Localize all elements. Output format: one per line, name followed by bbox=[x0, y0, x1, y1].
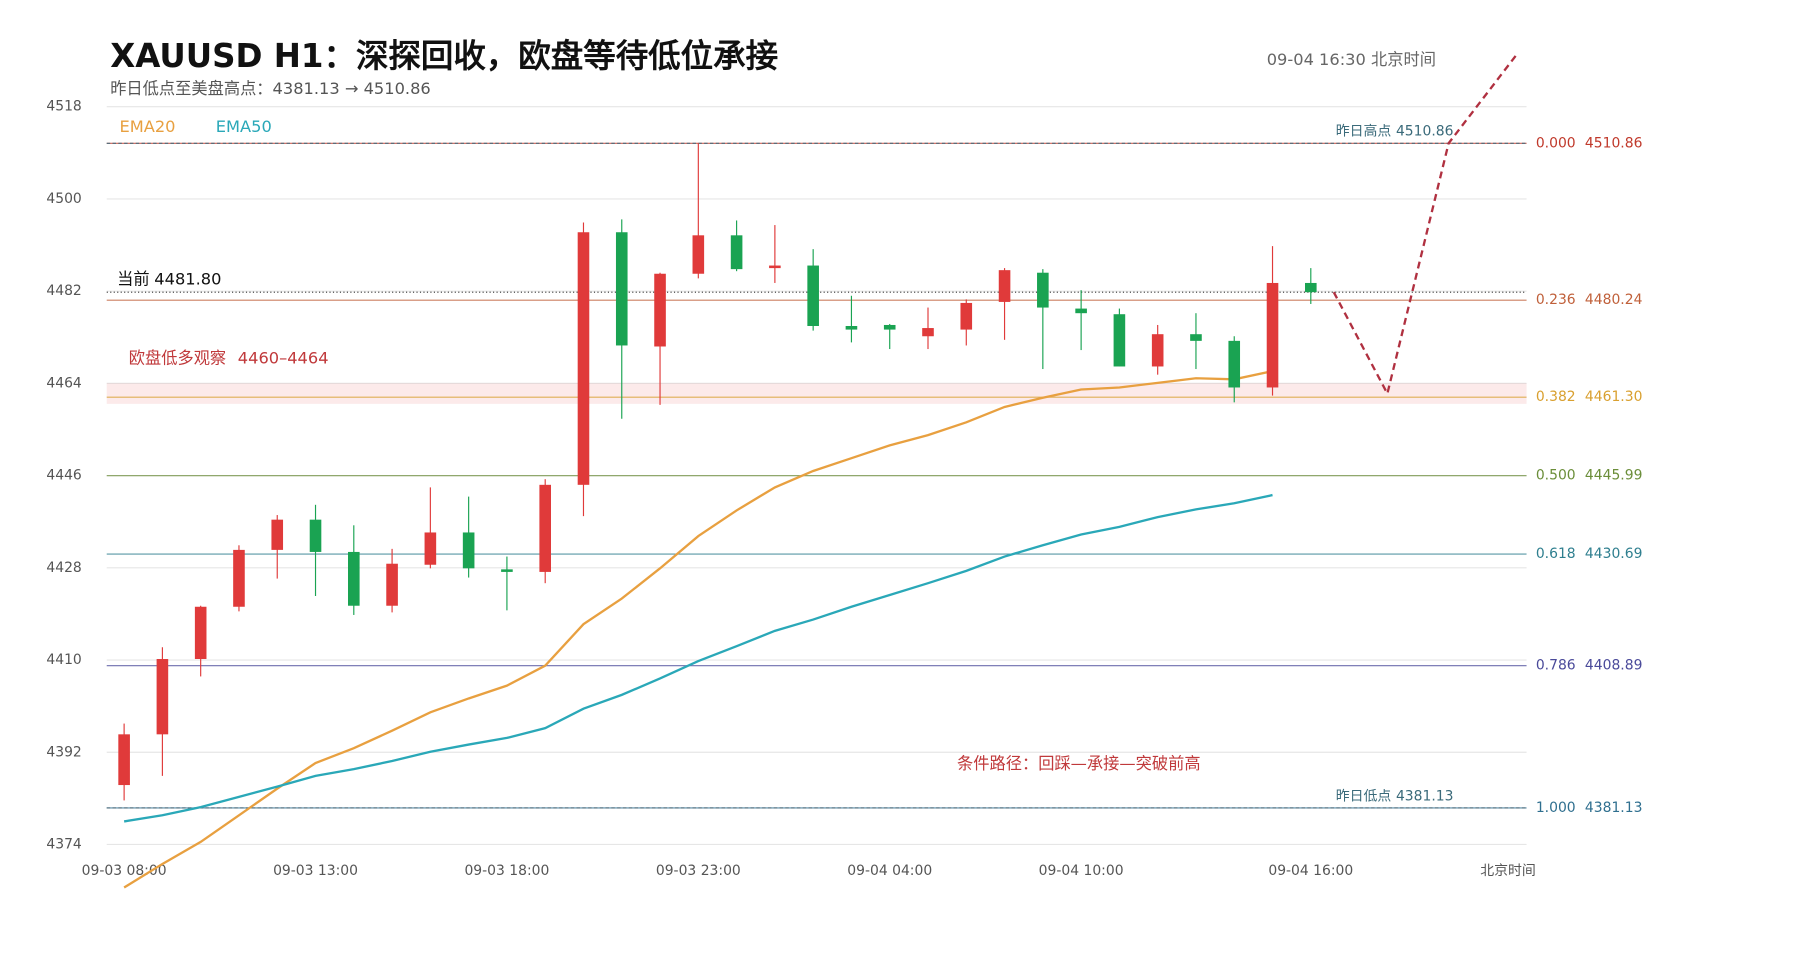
zone-range: 4460–4464 bbox=[238, 348, 329, 367]
candle-body bbox=[348, 551, 360, 606]
current-value: 4481.80 bbox=[154, 269, 221, 288]
fib-ratio: 0.382 bbox=[1536, 389, 1576, 405]
fib-label: 0.786 4408.89 bbox=[1536, 658, 1643, 674]
candle-body bbox=[1266, 282, 1279, 388]
fib-ratio: 0.236 bbox=[1536, 292, 1576, 308]
key-level-name: 昨日高点 bbox=[1336, 123, 1392, 140]
candle-body bbox=[577, 232, 590, 485]
candle-body bbox=[271, 519, 284, 550]
candle-body bbox=[654, 273, 666, 347]
key-level-label: 昨日低点 4381.13 bbox=[1336, 788, 1454, 804]
projection-path bbox=[1332, 52, 1519, 397]
fib-ratio: 1.000 bbox=[1536, 800, 1576, 816]
fib-label: 0.000 4510.86 bbox=[1536, 135, 1643, 151]
ema-line bbox=[123, 493, 1273, 823]
candle-body bbox=[845, 325, 858, 330]
zone-name: 欧盘低多观察 bbox=[129, 348, 226, 367]
candle-body bbox=[1228, 340, 1241, 388]
candle-body bbox=[998, 270, 1011, 302]
x-tick-label: 09-04 04:00 bbox=[847, 863, 932, 879]
current-name: 当前 bbox=[117, 269, 149, 288]
candle-body bbox=[1151, 334, 1164, 367]
candle-body bbox=[462, 532, 475, 569]
fib-price: 4430.69 bbox=[1585, 546, 1643, 562]
ema-line bbox=[123, 369, 1273, 889]
fib-price: 4408.89 bbox=[1585, 658, 1643, 674]
x-tick-label: 09-03 18:00 bbox=[464, 863, 549, 879]
fib-ratio: 0.786 bbox=[1536, 658, 1576, 674]
fib-ratio: 0.500 bbox=[1536, 468, 1576, 484]
x-tick-label: 09-03 13:00 bbox=[273, 863, 358, 879]
zone-label: 欧盘低多观察 4460–4464 bbox=[129, 348, 329, 367]
fib-label: 0.500 4445.99 bbox=[1536, 468, 1643, 484]
x-tick-label: 09-04 16:00 bbox=[1268, 863, 1353, 879]
candle-body bbox=[615, 232, 628, 346]
legend-label: EMA20 bbox=[119, 117, 175, 136]
timestamp: 09-04 16:30 北京时间 bbox=[1267, 50, 1436, 69]
candle-body bbox=[730, 235, 743, 270]
y-tick-label: 4482 bbox=[46, 283, 81, 299]
y-tick-label: 4374 bbox=[46, 836, 82, 852]
x-tick-label: 09-03 23:00 bbox=[656, 863, 741, 879]
fib-ratio: 0.618 bbox=[1536, 546, 1576, 562]
fib-price: 4480.24 bbox=[1585, 292, 1643, 308]
fib-price: 4461.30 bbox=[1585, 389, 1643, 405]
key-level-value: 4381.13 bbox=[1396, 788, 1454, 804]
y-tick-label: 4464 bbox=[46, 375, 82, 391]
y-tick-label: 4518 bbox=[46, 99, 81, 115]
x-axis-label: 北京时间 bbox=[1480, 863, 1536, 879]
candle-body bbox=[118, 734, 130, 786]
candle-body bbox=[501, 569, 513, 572]
candle-body bbox=[156, 659, 169, 735]
key-level-label: 昨日高点 4510.86 bbox=[1336, 123, 1454, 140]
candle-body bbox=[309, 519, 322, 552]
x-tick-label: 09-03 08:00 bbox=[82, 863, 167, 879]
y-tick-label: 4392 bbox=[46, 744, 81, 760]
chart-subtitle: 昨日低点至美盘高点：4381.13 → 4510.86 bbox=[110, 79, 431, 98]
candle-body bbox=[1037, 272, 1049, 308]
candle-body bbox=[807, 265, 819, 326]
fib-label: 0.618 4430.69 bbox=[1536, 546, 1643, 562]
current-label: 当前 4481.80 bbox=[117, 269, 221, 288]
key-level-value: 4510.86 bbox=[1396, 124, 1454, 140]
candle-body bbox=[424, 532, 437, 565]
candle-body bbox=[1113, 314, 1126, 367]
candle-body bbox=[233, 549, 245, 607]
candle-body bbox=[1075, 308, 1087, 314]
fib-label: 0.382 4461.30 bbox=[1536, 389, 1643, 405]
candle-body bbox=[692, 235, 705, 274]
x-tick-label: 09-04 10:00 bbox=[1039, 863, 1124, 879]
candle-body bbox=[1190, 334, 1202, 341]
legend-label: EMA50 bbox=[216, 117, 272, 136]
candle-body bbox=[922, 328, 934, 337]
fib-ratio: 0.000 bbox=[1536, 135, 1576, 151]
y-tick-label: 4446 bbox=[46, 468, 81, 484]
fib-price: 4445.99 bbox=[1585, 468, 1643, 484]
key-level-name: 昨日低点 bbox=[1336, 788, 1392, 804]
y-tick-label: 4500 bbox=[46, 191, 81, 207]
candle-body bbox=[1305, 282, 1317, 293]
fib-label: 1.000 4381.13 bbox=[1536, 800, 1643, 816]
y-tick-label: 4410 bbox=[46, 652, 81, 668]
candle-body bbox=[960, 302, 973, 330]
candle-body bbox=[386, 563, 398, 606]
chart-title: XAUUSD H1：深探回收，欧盘等待低位承接 bbox=[110, 37, 778, 75]
zone bbox=[106, 383, 1527, 404]
fib-price: 4381.13 bbox=[1585, 800, 1643, 816]
candle-body bbox=[883, 324, 896, 330]
annotation: 条件路径：回踩—承接—突破前高 bbox=[957, 754, 1201, 773]
y-tick-label: 4428 bbox=[46, 560, 81, 576]
candle-body bbox=[194, 606, 207, 660]
fib-label: 0.236 4480.24 bbox=[1536, 292, 1643, 308]
candle-body bbox=[769, 265, 781, 269]
fib-price: 4510.86 bbox=[1585, 135, 1643, 151]
candle-body bbox=[539, 484, 551, 572]
